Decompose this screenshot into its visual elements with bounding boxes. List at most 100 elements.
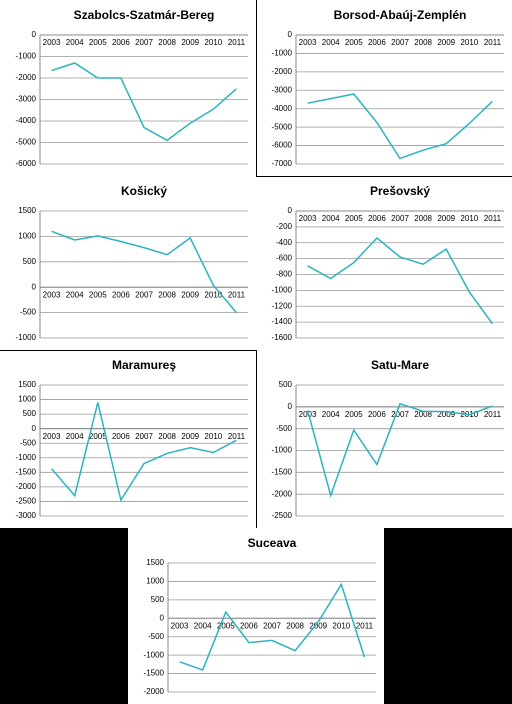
x-tick-label: 2003 (43, 38, 61, 47)
data-line (51, 230, 237, 314)
x-tick-label: 2003 (43, 432, 61, 441)
chart-title: Košický (121, 184, 167, 198)
x-tick-label: 2003 (299, 38, 317, 47)
x-tick-label: 2010 (204, 290, 222, 299)
x-tick-label: 2004 (322, 38, 340, 47)
x-tick-label: 2003 (171, 621, 189, 630)
y-tick-label: -1500 (144, 669, 165, 678)
y-tick-label: -2000 (144, 687, 165, 696)
data-line (307, 236, 494, 325)
y-tick-label: 1000 (18, 395, 36, 404)
y-tick-label: -7000 (272, 159, 293, 168)
x-tick-label: 2011 (484, 214, 502, 223)
black-fill (0, 528, 128, 704)
x-tick-label: 2007 (263, 621, 281, 630)
x-tick-label: 2007 (135, 432, 153, 441)
x-tick-label: 2005 (345, 38, 363, 47)
x-tick-label: 2006 (368, 38, 386, 47)
y-tick-label: 1000 (18, 232, 36, 241)
y-tick-label: -3000 (272, 85, 293, 94)
x-tick-label: 2004 (322, 410, 340, 419)
x-tick-label: 2005 (89, 38, 107, 47)
y-tick-label: 500 (23, 409, 37, 418)
x-tick-label: 2010 (204, 432, 222, 441)
y-tick-label: 500 (23, 257, 37, 266)
data-line (51, 62, 237, 142)
y-tick-label: -2000 (16, 73, 37, 82)
x-tick-label: 2005 (345, 410, 363, 419)
y-tick-label: -1400 (272, 317, 293, 326)
y-tick-label: -3000 (16, 511, 37, 520)
data-line (51, 402, 237, 502)
x-tick-label: 2006 (368, 214, 386, 223)
y-tick-label: 0 (288, 402, 293, 411)
x-tick-label: 2011 (356, 621, 374, 630)
x-tick-label: 2004 (66, 432, 84, 441)
y-tick-label: 0 (160, 613, 165, 622)
chart-title: Maramureş (112, 358, 176, 372)
x-tick-label: 2004 (194, 621, 212, 630)
black-fill (384, 528, 512, 704)
x-tick-label: 2010 (460, 38, 478, 47)
x-tick-label: 2005 (217, 621, 235, 630)
chart-title: Szabolcs-Szatmár-Bereg (74, 8, 215, 22)
y-tick-label: 1500 (18, 380, 36, 389)
y-tick-label: -1600 (272, 333, 293, 342)
data-line (179, 582, 366, 671)
y-tick-label: -3000 (16, 95, 37, 104)
y-tick-label: -1000 (272, 446, 293, 455)
x-tick-label: 2011 (484, 410, 502, 419)
y-tick-label: -6000 (272, 141, 293, 150)
x-tick-label: 2005 (89, 290, 107, 299)
x-tick-label: 2011 (228, 432, 246, 441)
x-tick-label: 2008 (158, 38, 176, 47)
y-tick-label: 0 (32, 30, 37, 39)
x-tick-label: 2009 (181, 432, 199, 441)
y-tick-label: -1000 (16, 52, 37, 61)
x-tick-label: 2004 (322, 214, 340, 223)
x-tick-label: 2005 (89, 432, 107, 441)
x-tick-label: 2006 (112, 290, 130, 299)
y-tick-label: -2500 (272, 511, 293, 520)
y-tick-label: -800 (276, 270, 293, 279)
y-tick-label: -600 (276, 254, 293, 263)
x-tick-label: 2004 (66, 290, 84, 299)
y-tick-label: -1000 (16, 333, 37, 342)
x-tick-label: 2003 (299, 410, 317, 419)
y-tick-label: -500 (276, 424, 293, 433)
x-tick-label: 2007 (391, 38, 409, 47)
chart-title: Satu-Mare (371, 358, 429, 372)
x-tick-label: 2007 (135, 290, 153, 299)
x-tick-label: 2009 (181, 290, 199, 299)
data-line (307, 93, 493, 160)
chart-title: Borsod-Abaúj-Zemplén (334, 8, 467, 22)
y-tick-label: 500 (151, 595, 165, 604)
x-tick-label: 2009 (181, 38, 199, 47)
y-tick-label: 0 (288, 30, 293, 39)
x-tick-label: 2010 (204, 38, 222, 47)
x-tick-label: 2009 (437, 214, 455, 223)
y-tick-label: 1000 (146, 577, 164, 586)
y-tick-label: 0 (32, 282, 37, 291)
y-tick-label: -5000 (272, 122, 293, 131)
y-tick-label: -2000 (272, 67, 293, 76)
x-tick-label: 2007 (391, 410, 409, 419)
x-tick-label: 2008 (414, 214, 432, 223)
y-tick-label: -2500 (16, 497, 37, 506)
x-tick-label: 2006 (368, 410, 386, 419)
y-tick-label: -500 (20, 308, 37, 317)
y-tick-label: -1000 (272, 49, 293, 58)
y-tick-label: -1000 (272, 285, 293, 294)
x-tick-label: 2005 (345, 214, 363, 223)
y-tick-label: 0 (288, 206, 293, 215)
y-tick-label: -1500 (16, 467, 37, 476)
x-tick-label: 2006 (112, 432, 130, 441)
y-tick-label: 0 (32, 424, 37, 433)
y-tick-label: -2000 (272, 489, 293, 498)
x-tick-label: 2008 (158, 290, 176, 299)
x-tick-label: 2009 (437, 410, 455, 419)
x-tick-label: 2007 (391, 214, 409, 223)
y-tick-label: -400 (276, 238, 293, 247)
x-tick-label: 2007 (135, 38, 153, 47)
